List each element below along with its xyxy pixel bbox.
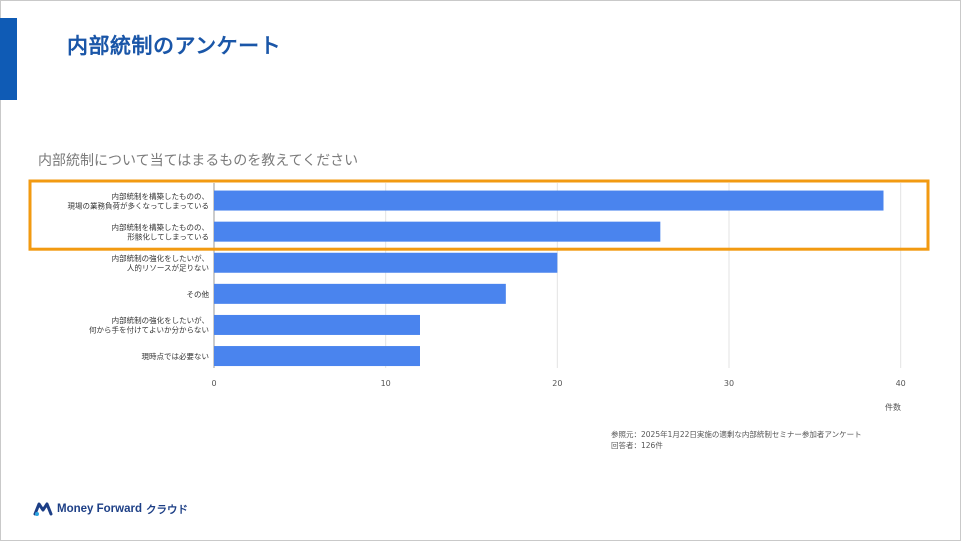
accent-bar <box>0 18 17 100</box>
x-axis-label: 件数 <box>885 402 901 412</box>
category-label: 内部統制を構築したものの、 <box>112 191 210 201</box>
chart-title: 内部統制について当てはまるものを教えてください <box>38 153 359 169</box>
bar <box>214 314 420 335</box>
category-label: 現場の業務負荷が多くなってしまっている <box>68 200 209 210</box>
source-reference: 参照元：2025年1月22日実施の適剰な内部統制セミナー参加者アンケート <box>611 430 862 439</box>
category-label: 形骸化してしまっている <box>127 231 209 241</box>
x-tick-label: 10 <box>381 379 391 388</box>
category-label: 内部統制の強化をしたいが、 <box>112 315 209 325</box>
respondent-count: 回答者：126件 <box>611 441 663 450</box>
slide-title: 内部統制のアンケート <box>67 34 282 58</box>
bar <box>214 283 506 304</box>
x-tick-label: 40 <box>896 379 906 388</box>
category-label: 現時点では必要ない <box>142 351 210 361</box>
x-tick-label: 0 <box>211 379 216 388</box>
x-tick-label: 20 <box>552 379 562 388</box>
logo-sub: クラウド <box>145 503 188 516</box>
source-note: 参照元：2025年1月22日実施の適剰な内部統制セミナー参加者アンケート 回答者… <box>611 429 862 451</box>
category-label: 何から手を付けてよいか分からない <box>89 325 209 335</box>
bar <box>214 190 884 211</box>
category-label: その他 <box>187 289 210 299</box>
category-label: 内部統制を構築したものの、 <box>112 222 210 232</box>
category-label: 内部統制の強化をしたいが、 <box>112 253 209 263</box>
highlight-frame <box>28 179 930 251</box>
category-label: 人的リソースが足りない <box>127 263 209 273</box>
money-forward-logo-icon <box>33 502 53 516</box>
logo-text: Money Forward <box>57 503 142 515</box>
bar <box>214 221 661 242</box>
x-tick-label: 30 <box>724 379 734 388</box>
money-forward-logo: Money Forward クラウド <box>33 500 188 518</box>
bar <box>214 346 420 367</box>
bar <box>214 252 558 273</box>
